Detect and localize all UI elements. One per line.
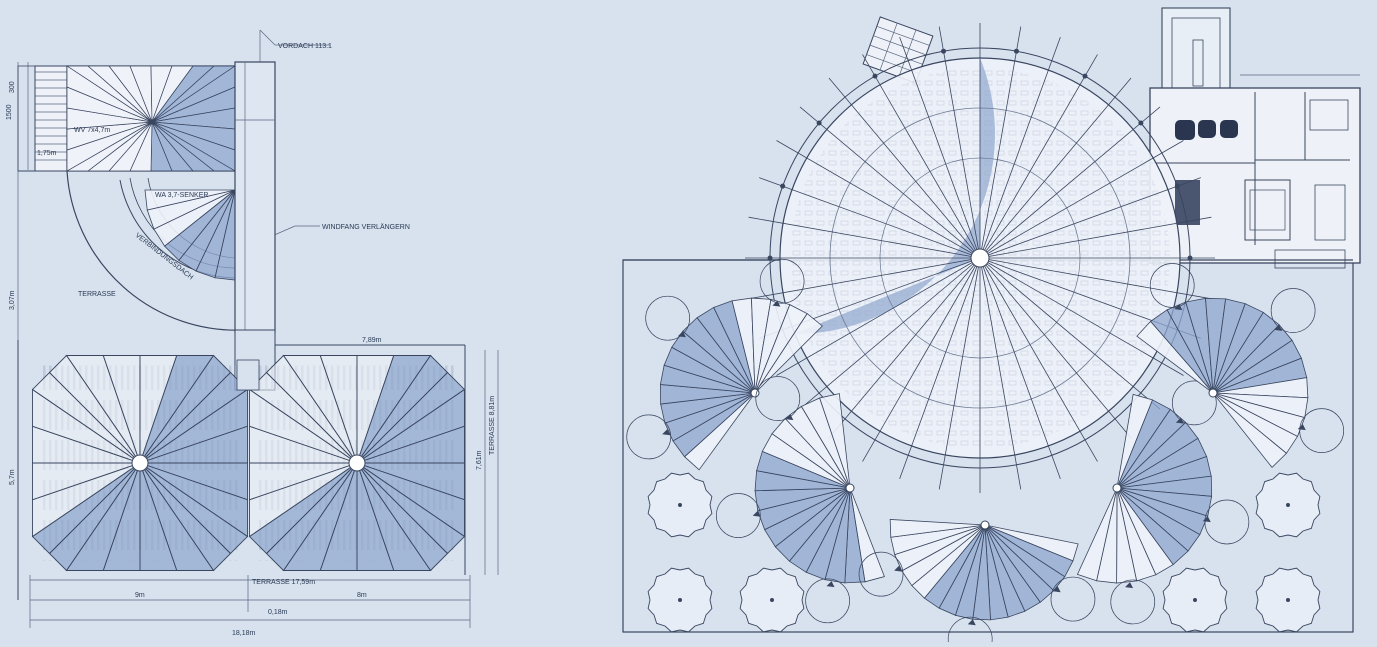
left-tent-plan: VORDACH 113.1 WV 7x4,7m WA 3,7-SENKER VE… xyxy=(6,29,499,637)
windfang-label: WINDFANG VERLÄNGERN xyxy=(322,223,410,231)
anchor-marker xyxy=(1125,582,1134,589)
anchor-marker xyxy=(826,581,835,588)
octagon-tent xyxy=(31,354,249,572)
tree xyxy=(647,472,713,538)
anchor-marker xyxy=(1175,417,1184,424)
tree xyxy=(739,567,805,633)
dim-right-2: TERRASSE 8,81m xyxy=(489,396,496,455)
trees xyxy=(647,472,1321,633)
dim-top-2: 1500 xyxy=(6,104,13,120)
anchor-marker xyxy=(752,510,761,517)
small-fan-tent xyxy=(144,189,236,281)
anchor-marker xyxy=(1052,586,1061,593)
upper-pyramid-tent xyxy=(65,65,237,172)
perimeter-fan-tent xyxy=(858,519,1096,647)
anchor-marker xyxy=(1274,324,1283,331)
anchor-marker xyxy=(662,429,671,436)
anchor-marker xyxy=(967,619,976,626)
tree xyxy=(1255,567,1321,633)
perimeter-fan-tent xyxy=(715,376,885,624)
tree xyxy=(1255,472,1321,538)
anchor-marker xyxy=(1174,304,1183,311)
dim-bottom-gap: 0,18m xyxy=(268,609,288,616)
entry-stair xyxy=(862,16,934,84)
anchor-marker xyxy=(677,331,686,338)
dim-top-1: 300 xyxy=(9,81,16,93)
right-tent-plan xyxy=(622,7,1361,647)
stair-width-label: 1,75m xyxy=(37,150,57,157)
perimeter-fan-tents xyxy=(626,258,1345,647)
tree xyxy=(1162,567,1228,633)
small-fan-segments xyxy=(144,189,236,281)
main-round-tent xyxy=(745,23,1215,493)
perimeter-fan-tent xyxy=(1076,380,1250,625)
anchor-marker xyxy=(894,565,903,572)
terrasse-label: TERRASSE xyxy=(78,291,116,298)
perimeter-fan-tent xyxy=(1136,263,1345,469)
vordach-label: VORDACH 113.1 xyxy=(278,43,332,50)
small-tent-label: WA 3,7-SENKER xyxy=(155,192,208,199)
perimeter-fan-tent xyxy=(626,258,823,471)
lower-octagon-tents xyxy=(31,354,466,572)
anchor-marker xyxy=(772,300,781,307)
tree xyxy=(647,567,713,633)
dim-bottom-right: 8m xyxy=(357,592,367,599)
dim-left-lower: 5,7m xyxy=(9,469,16,485)
stair-block xyxy=(17,65,68,172)
upper-tent-label: WV 7x4,7m xyxy=(74,127,110,134)
annex-building xyxy=(1149,7,1361,269)
dim-bottom-left: 9m xyxy=(135,592,145,599)
dim-left-upper: 3,07m xyxy=(9,290,16,310)
terrasse-bottom-label: TERRASSE 17,59m xyxy=(252,579,315,586)
dim-right-1: 7,61m xyxy=(476,450,483,470)
width-top-label: 7,89m xyxy=(362,337,382,344)
octagon-tent xyxy=(248,354,466,572)
dim-bottom-total: 18,18m xyxy=(232,630,256,637)
